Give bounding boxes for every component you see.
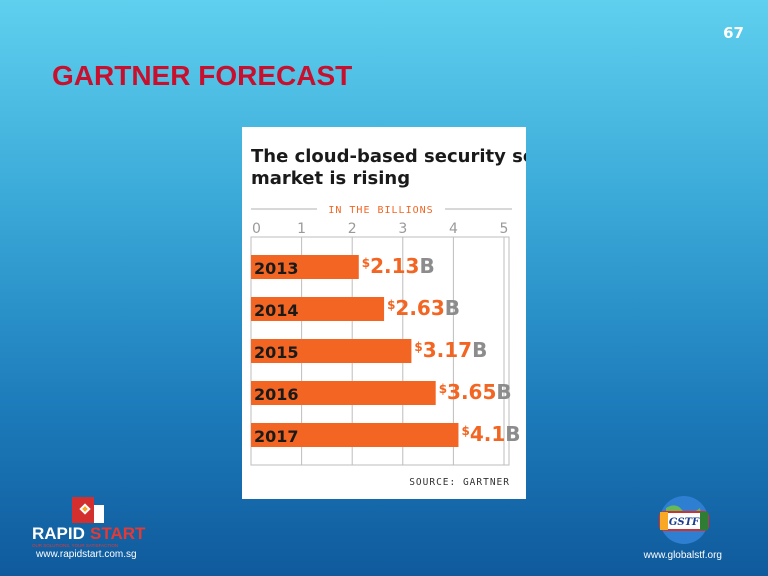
value-label: $2.13B xyxy=(362,254,435,278)
rapidstart-wordmark-accent: START xyxy=(90,524,146,543)
chart-source: SOURCE: GARTNER xyxy=(409,477,510,488)
rapidstart-wordmark-main: RAPID xyxy=(32,524,85,543)
chart-card: The cloud-based security services market… xyxy=(242,127,526,499)
x-tick-label: 4 xyxy=(449,221,458,237)
rapidstart-logo: RAPID START OUR SOLUTIONS, YOUR SATISFAC… xyxy=(32,497,146,548)
x-tick-label: 3 xyxy=(398,221,407,237)
chart-svg: The cloud-based security services market… xyxy=(250,146,526,488)
x-tick-label: 5 xyxy=(500,221,509,237)
x-tick-labels: 0 1 2 3 4 5 xyxy=(252,221,508,237)
gstf-url[interactable]: www.globalstf.org xyxy=(643,550,722,561)
rapidstart-emblem-icon xyxy=(72,497,104,523)
slide-title: GARTNER FORECAST xyxy=(52,60,353,91)
value-label: $3.65B xyxy=(439,380,512,404)
category-label: 2015 xyxy=(254,343,299,362)
gstf-logo: GSTF xyxy=(659,496,709,544)
value-label: $3.17B xyxy=(414,338,487,362)
chart-title-line-1: The cloud-based security services xyxy=(251,146,526,167)
value-label: $2.63B xyxy=(387,296,460,320)
bar xyxy=(251,381,436,405)
x-tick-label: 0 xyxy=(252,221,261,237)
x-tick-label: 1 xyxy=(297,221,306,237)
value-label: $4.1B xyxy=(461,422,520,446)
bar xyxy=(251,339,412,363)
rapidstart-url[interactable]: www.rapidstart.com.sg xyxy=(36,549,137,560)
category-label: 2013 xyxy=(254,259,299,278)
page-number: 67 xyxy=(723,24,744,42)
bar xyxy=(251,423,459,447)
bar xyxy=(251,297,385,321)
category-label: 2016 xyxy=(254,385,299,404)
category-label: 2014 xyxy=(254,301,299,320)
category-label: 2017 xyxy=(254,427,299,446)
bar xyxy=(251,255,359,279)
chart-title-line-2: market is rising xyxy=(251,168,410,189)
chart-subtitle: IN THE BILLIONS xyxy=(328,205,433,216)
x-tick-label: 2 xyxy=(348,221,357,237)
rapidstart-tagline: OUR SOLUTIONS, YOUR SATISFACTION xyxy=(32,543,118,548)
bars: 2013 $2.13B 2014 $2.63B 2015 $3.17B 2016 $3.65B… xyxy=(251,254,521,447)
gstf-wordmark: GSTF xyxy=(669,517,700,528)
